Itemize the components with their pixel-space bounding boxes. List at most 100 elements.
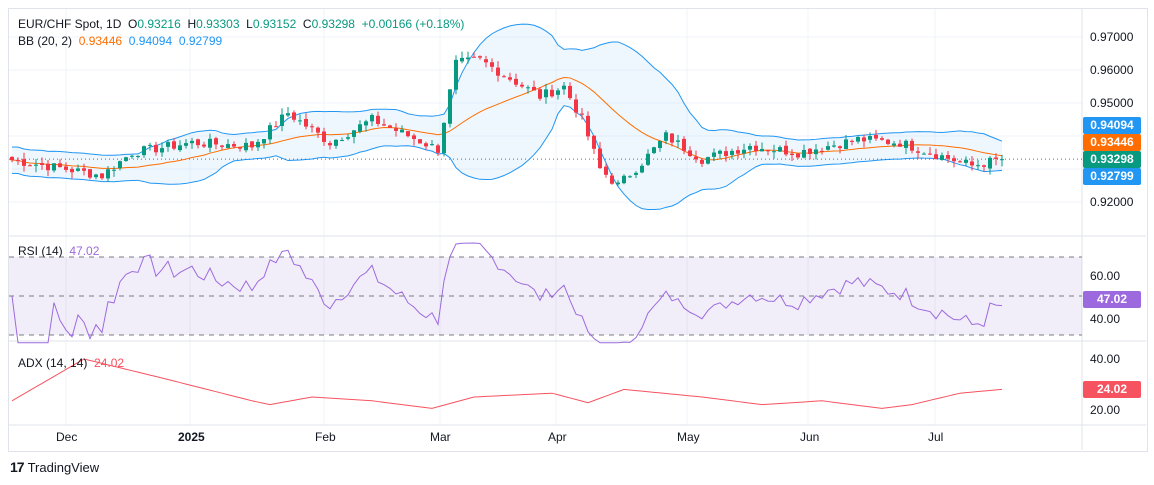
candle-body bbox=[922, 153, 926, 155]
candle-body bbox=[388, 125, 392, 128]
high-value: 0.93303 bbox=[196, 17, 240, 31]
open-value: 0.93216 bbox=[137, 17, 181, 31]
candle-body bbox=[370, 114, 374, 122]
candle-body bbox=[844, 139, 848, 149]
change-value: +0.00166 (+0.18%) bbox=[361, 17, 465, 31]
candle-body bbox=[268, 125, 272, 140]
candle-body bbox=[136, 155, 140, 157]
candle-body bbox=[442, 122, 446, 154]
candle-body bbox=[712, 152, 716, 157]
candle-body bbox=[964, 159, 968, 163]
candle-body bbox=[256, 141, 260, 148]
candle-body bbox=[34, 164, 38, 166]
candle-body bbox=[622, 175, 626, 184]
time-tick: Apr bbox=[548, 430, 567, 444]
bb-lower-tag: 0.92799 bbox=[1083, 168, 1141, 185]
time-tick: Mar bbox=[430, 430, 451, 444]
candle-body bbox=[868, 135, 872, 140]
candle-body bbox=[1000, 159, 1004, 161]
candle-body bbox=[568, 85, 572, 99]
candle-body bbox=[772, 151, 776, 153]
candle-body bbox=[538, 89, 542, 99]
candle-body bbox=[160, 148, 164, 153]
candle-body bbox=[790, 153, 794, 155]
symbol-legend: EUR/CHF Spot, 1D O0.93216 H0.93303 L0.93… bbox=[18, 17, 464, 31]
rsi-label: RSI (14) bbox=[18, 244, 63, 258]
candle-body bbox=[496, 67, 500, 76]
candle-body bbox=[112, 169, 116, 171]
candle-body bbox=[400, 129, 404, 133]
candle-body bbox=[322, 131, 326, 142]
candle-body bbox=[412, 135, 416, 140]
candle-body bbox=[208, 138, 212, 148]
close-label: C bbox=[302, 17, 312, 31]
price-tick: 0.95000 bbox=[1090, 96, 1134, 110]
adx-tick: 40.00 bbox=[1090, 352, 1121, 366]
price-tick: 0.97000 bbox=[1090, 30, 1134, 44]
symbol-title[interactable]: EUR/CHF Spot, 1D bbox=[18, 17, 122, 31]
candle-body bbox=[814, 149, 818, 155]
candle-body bbox=[838, 146, 842, 149]
candle-body bbox=[508, 77, 512, 80]
candle-body bbox=[694, 156, 698, 160]
bb-upper-line bbox=[11, 23, 1003, 156]
candle-body bbox=[406, 131, 410, 137]
candle-body bbox=[532, 86, 536, 91]
candle-body bbox=[226, 144, 230, 148]
candle-body bbox=[904, 140, 908, 148]
candle-body bbox=[502, 76, 506, 78]
candle-body bbox=[460, 57, 464, 62]
candle-body bbox=[580, 113, 584, 115]
bb-legend[interactable]: BB (20, 2) 0.93446 0.94094 0.92799 bbox=[18, 34, 222, 48]
candle-body bbox=[862, 137, 866, 142]
candle-body bbox=[562, 85, 566, 90]
candle-body bbox=[214, 138, 218, 145]
candle-body bbox=[478, 56, 482, 58]
candle-body bbox=[898, 143, 902, 147]
candle-body bbox=[676, 140, 680, 142]
bb-basis-tag: 0.93446 bbox=[1083, 134, 1141, 151]
candle-body bbox=[172, 141, 176, 149]
candle-body bbox=[70, 168, 74, 173]
candle-body bbox=[628, 176, 632, 178]
close-value: 0.93298 bbox=[311, 17, 355, 31]
candle-body bbox=[664, 132, 668, 141]
candle-body bbox=[304, 119, 308, 127]
time-tick: Jul bbox=[928, 430, 944, 444]
low-label: L bbox=[246, 17, 253, 31]
candle-body bbox=[316, 127, 320, 133]
tradingview-logo-icon: 17 bbox=[10, 459, 25, 475]
candle-body bbox=[142, 146, 146, 156]
candle-body bbox=[292, 112, 296, 120]
candle-body bbox=[826, 146, 830, 150]
candle-body bbox=[166, 142, 170, 147]
candle-body bbox=[550, 89, 554, 97]
tradingview-logo[interactable]: 17 TradingView bbox=[10, 459, 99, 475]
rsi-legend[interactable]: RSI (14) 47.02 bbox=[18, 244, 99, 258]
candle-body bbox=[832, 145, 836, 147]
candle-body bbox=[184, 143, 188, 146]
bb-label: BB (20, 2) bbox=[18, 34, 73, 48]
time-tick: Feb bbox=[315, 430, 336, 444]
candle-body bbox=[40, 163, 44, 165]
adx-tag: 24.02 bbox=[1083, 381, 1141, 398]
candle-body bbox=[436, 145, 440, 153]
candle-body bbox=[286, 113, 290, 116]
time-tick: Dec bbox=[56, 430, 78, 444]
candle-body bbox=[778, 147, 782, 152]
candle-body bbox=[946, 154, 950, 159]
candle-body bbox=[604, 166, 608, 175]
candle-body bbox=[424, 143, 428, 147]
last-price-tag: 0.93298 bbox=[1083, 151, 1141, 168]
candle-body bbox=[742, 149, 746, 154]
adx-legend[interactable]: ADX (14, 14) 24.02 bbox=[18, 356, 124, 370]
candle-body bbox=[802, 149, 806, 158]
candle-body bbox=[730, 150, 734, 155]
candle-body bbox=[574, 99, 578, 113]
candle-body bbox=[616, 182, 620, 185]
candle-body bbox=[328, 143, 332, 146]
candle-body bbox=[490, 62, 494, 67]
candle-body bbox=[658, 141, 662, 148]
price-tick: 0.92000 bbox=[1090, 195, 1134, 209]
